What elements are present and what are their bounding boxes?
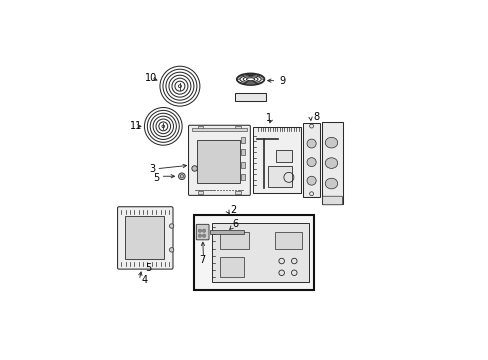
Text: 7: 7: [199, 255, 205, 265]
Bar: [125, 216, 164, 260]
Text: 5: 5: [145, 263, 151, 273]
Text: 9: 9: [279, 76, 285, 86]
Bar: [267, 166, 291, 186]
Text: 3: 3: [148, 164, 155, 174]
Bar: [241, 149, 244, 156]
Circle shape: [169, 224, 173, 228]
Ellipse shape: [306, 139, 316, 148]
Bar: [303, 123, 319, 197]
Bar: [252, 127, 301, 193]
Text: 6: 6: [232, 219, 238, 229]
Text: 5: 5: [153, 173, 159, 183]
Text: 2: 2: [229, 205, 236, 215]
Circle shape: [191, 166, 197, 171]
Circle shape: [198, 229, 201, 232]
Bar: [198, 126, 203, 130]
Ellipse shape: [325, 178, 337, 189]
Bar: [235, 191, 241, 194]
Text: 4: 4: [142, 275, 148, 285]
Bar: [276, 150, 291, 162]
FancyBboxPatch shape: [117, 207, 173, 269]
Bar: [235, 93, 265, 101]
Ellipse shape: [325, 137, 337, 148]
Ellipse shape: [306, 158, 316, 167]
FancyBboxPatch shape: [188, 125, 250, 195]
Ellipse shape: [325, 158, 337, 168]
Bar: [211, 223, 308, 282]
Circle shape: [202, 229, 205, 232]
Bar: [210, 230, 243, 234]
Text: 11: 11: [130, 121, 142, 131]
Bar: [322, 122, 342, 204]
FancyBboxPatch shape: [322, 196, 342, 205]
Bar: [274, 231, 302, 249]
Circle shape: [178, 173, 185, 180]
Text: 1: 1: [265, 113, 271, 123]
Bar: [241, 174, 244, 180]
Ellipse shape: [306, 176, 316, 185]
Text: 10: 10: [145, 73, 157, 83]
Bar: [235, 126, 241, 130]
Bar: [196, 140, 239, 183]
FancyBboxPatch shape: [196, 224, 208, 240]
Bar: [241, 137, 244, 143]
Bar: [241, 162, 244, 168]
Circle shape: [198, 234, 201, 237]
Bar: [220, 231, 249, 249]
Circle shape: [202, 234, 205, 237]
Text: 8: 8: [313, 112, 319, 122]
Bar: [220, 257, 244, 278]
Circle shape: [169, 248, 173, 252]
Bar: [198, 191, 203, 194]
Bar: [193, 215, 314, 290]
Bar: [191, 128, 246, 131]
